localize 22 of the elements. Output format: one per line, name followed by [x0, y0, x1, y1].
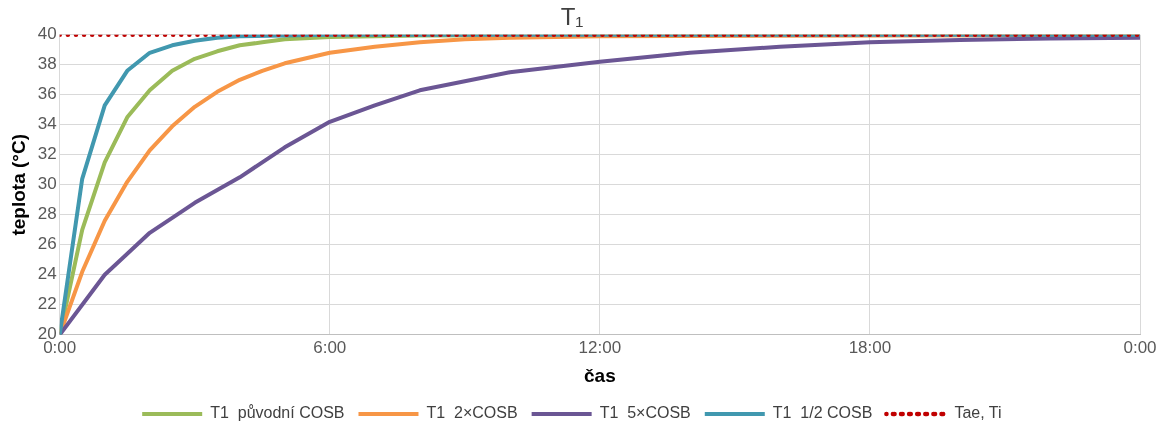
- chart-title: T₁: [560, 3, 584, 31]
- legend-label: T1 1/2 COSB: [772, 404, 873, 422]
- y-tick-label: 22: [37, 294, 57, 314]
- legend-label: T1 5×COSB: [599, 404, 691, 422]
- y-tick-label: 36: [37, 84, 57, 104]
- y-tick-label: 26: [37, 234, 57, 254]
- x-tick-label: 6:00: [313, 337, 347, 357]
- y-tick-label: 32: [37, 144, 57, 164]
- y-tick-label: 28: [37, 204, 57, 224]
- y-tick-label: 30: [37, 174, 57, 194]
- legend-label: T1 2×COSB: [426, 404, 518, 422]
- x-tick-label: 12:00: [578, 337, 622, 357]
- y-tick-label: 24: [37, 264, 57, 284]
- x-tick-label: 0:00: [1123, 337, 1157, 357]
- x-tick-label: 18:00: [848, 337, 892, 357]
- y-tick-label: 40: [37, 24, 57, 44]
- x-axis-title: čas: [584, 364, 616, 386]
- y-axis-title: teplota (°C): [7, 134, 29, 236]
- y-tick-label: 34: [37, 114, 57, 134]
- y-tick-label: 38: [37, 54, 57, 74]
- legend-label: Tae, Ti: [954, 404, 1002, 422]
- legend-label: T1 původní COSB: [210, 404, 345, 422]
